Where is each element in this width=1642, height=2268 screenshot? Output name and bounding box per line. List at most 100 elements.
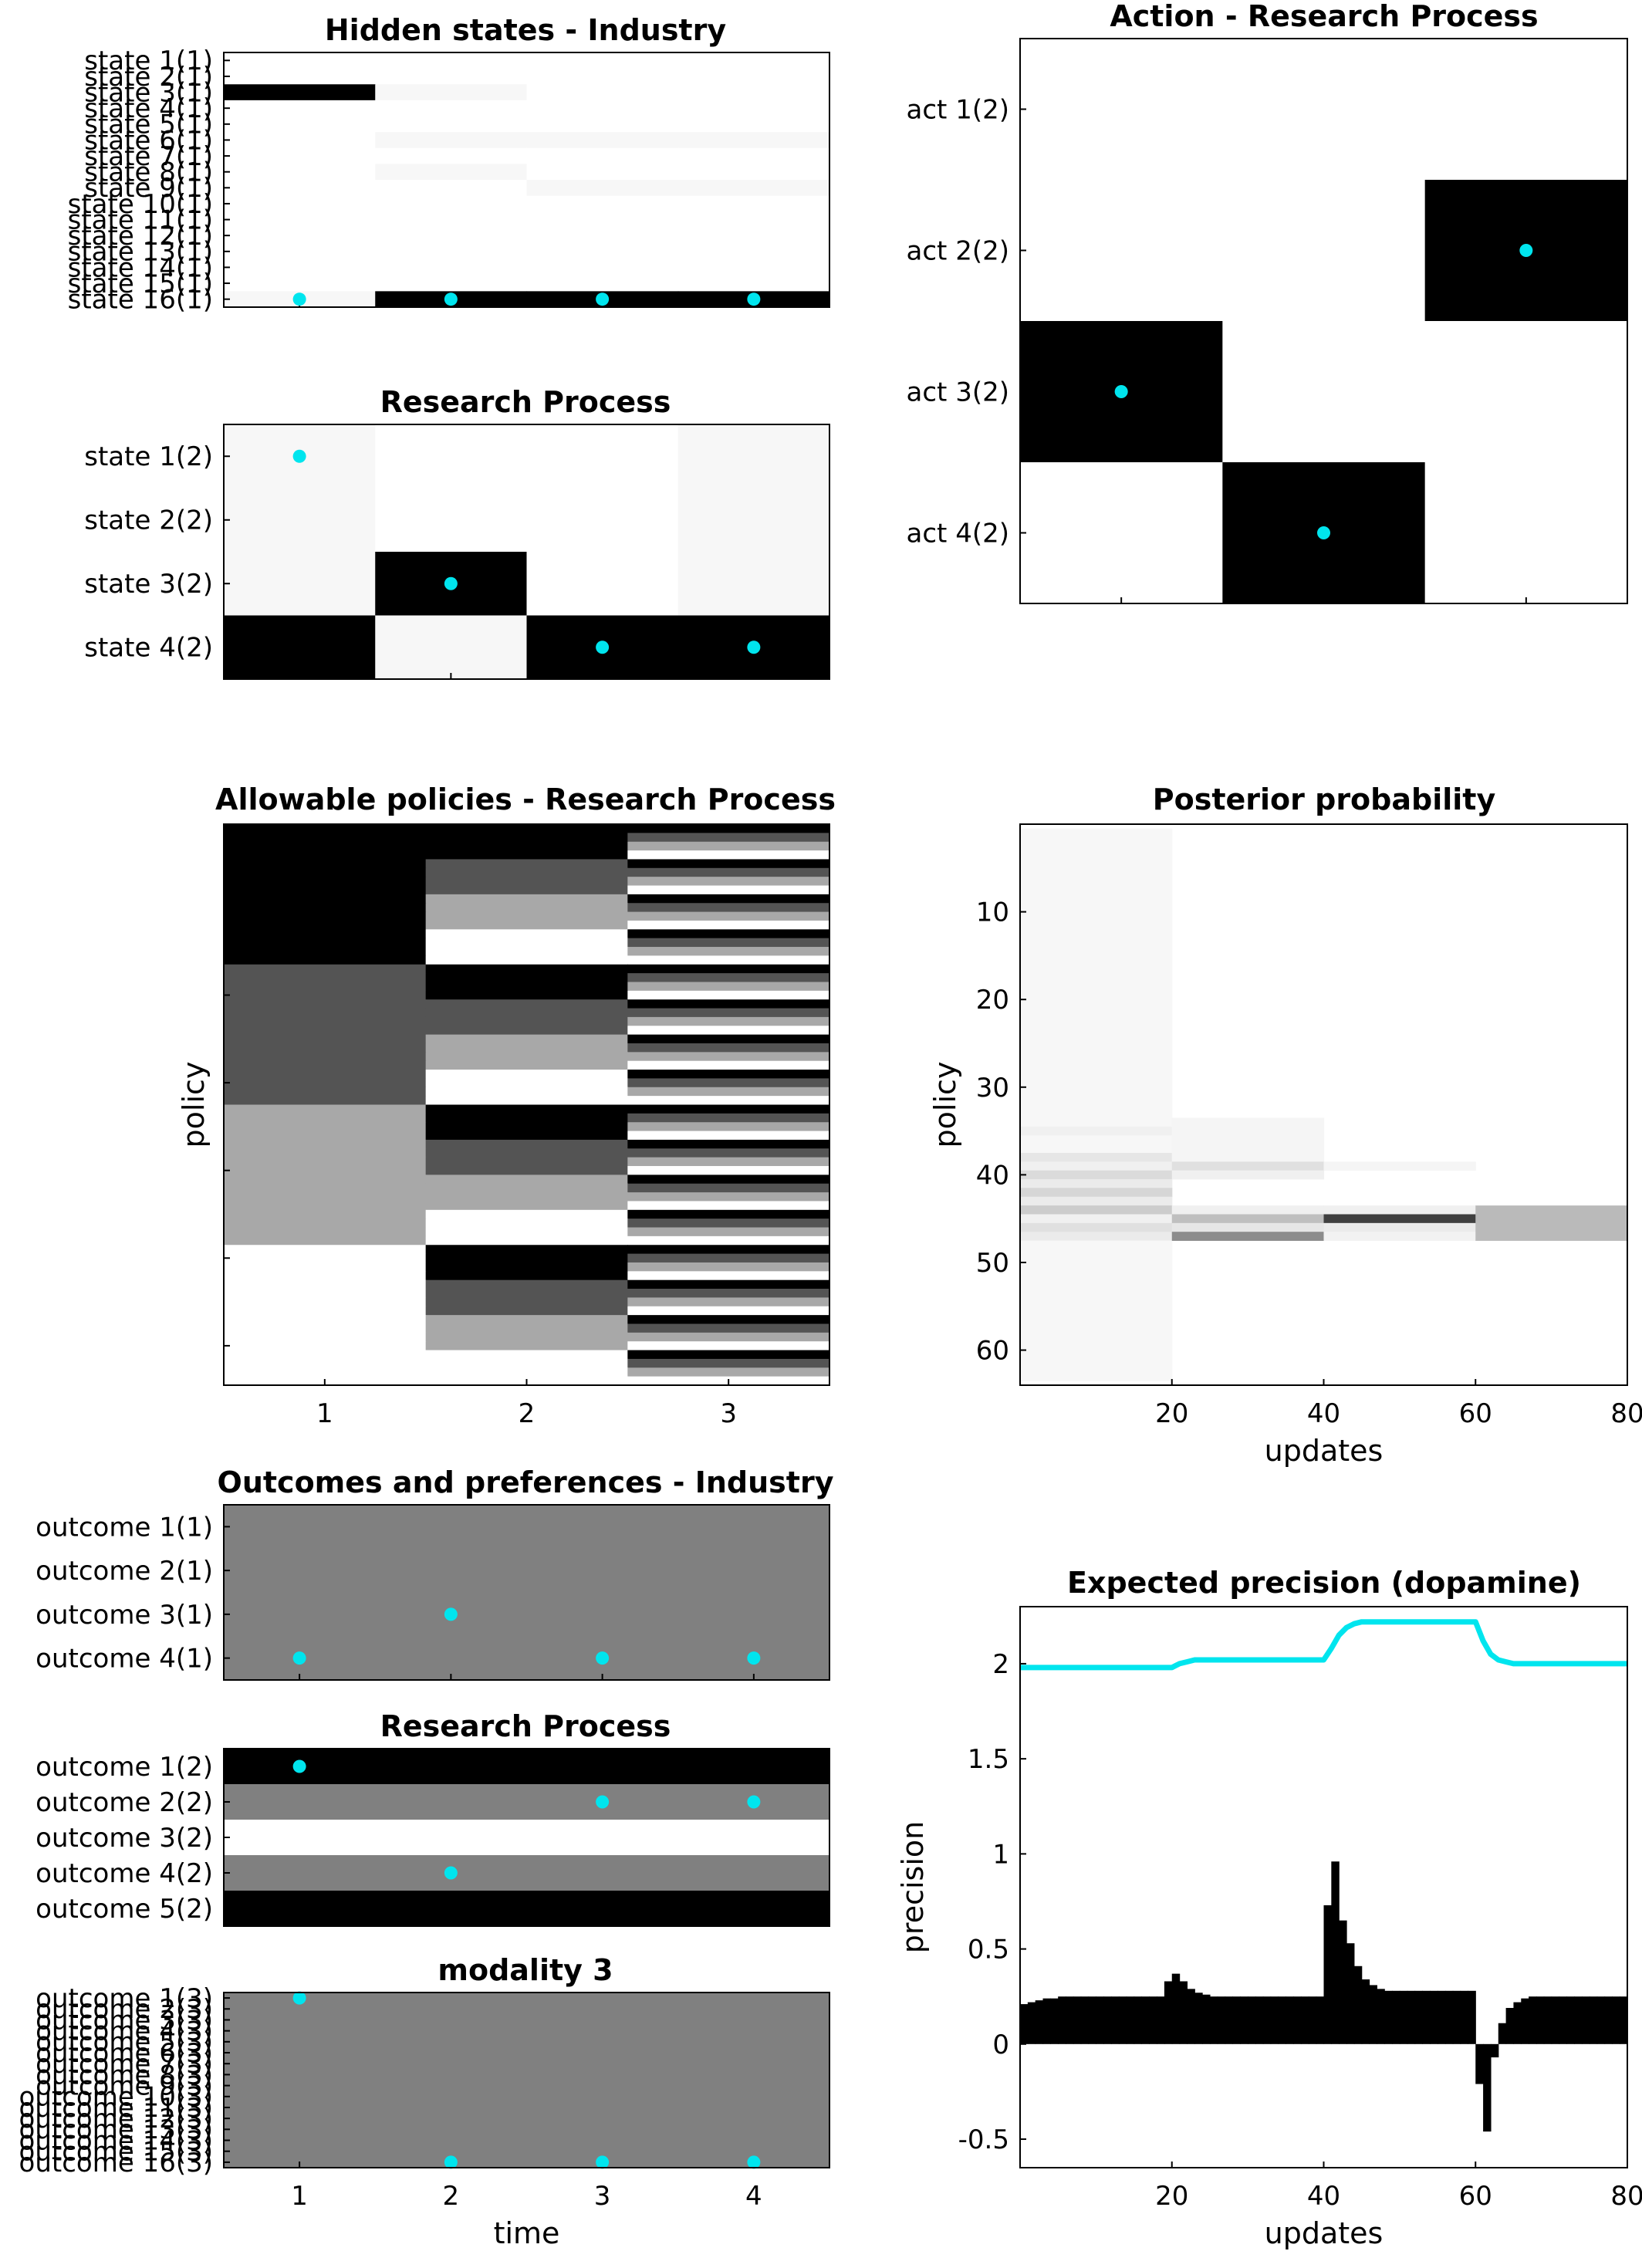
policy-cell xyxy=(627,894,830,904)
observed-outcome-marker xyxy=(292,1759,306,1773)
heatmap-cell xyxy=(526,2047,679,2059)
policy-cell xyxy=(425,1271,628,1281)
dopamine-bar xyxy=(1620,1996,1628,2044)
heatmap-cell xyxy=(375,132,528,149)
heatmap-cell xyxy=(375,195,528,212)
heatmap-cell xyxy=(677,132,830,149)
policy-cell xyxy=(425,999,628,1009)
title-outcomes-research: Research Process xyxy=(380,1709,671,1743)
policy-cell xyxy=(224,850,427,860)
heatmap-cell xyxy=(677,164,830,181)
heatmap-cell xyxy=(375,2124,528,2136)
panel-outcomes-industry: outcome 1(1) outcome 2(1) outcome 3(1) outc… xyxy=(35,1504,830,1681)
dopamine-bar xyxy=(1581,1996,1590,2044)
dopamine-bar xyxy=(1164,1981,1173,2044)
heatmap-cell xyxy=(375,2080,528,2092)
y-tick-label: state 6(1) xyxy=(84,125,213,156)
policy-cell xyxy=(425,1087,628,1097)
policy-cell xyxy=(627,1201,830,1211)
x-tick-label: 20 xyxy=(1155,2181,1188,2212)
heatmap-cell xyxy=(224,2025,376,2037)
heatmap-cell xyxy=(526,195,679,212)
dopamine-bar xyxy=(1171,1973,1181,2044)
observed-outcome-marker xyxy=(444,1607,458,1621)
policy-cell xyxy=(224,1026,427,1036)
dopamine-bar xyxy=(1490,2043,1499,2058)
policy-cell xyxy=(425,1026,628,1036)
heatmap-cell xyxy=(375,2047,528,2059)
heatmap-cell xyxy=(375,147,528,164)
policy-cell xyxy=(425,877,628,887)
heatmap-cell xyxy=(375,2025,528,2037)
dopamine-bar xyxy=(1316,1996,1325,2044)
y-tick-label: 1 xyxy=(992,1839,1009,1870)
heatmap-cell xyxy=(526,1749,679,1785)
heatmap-cell xyxy=(224,132,376,149)
policy-cell xyxy=(425,1016,628,1026)
axes-frame xyxy=(223,823,830,1386)
policy-cell xyxy=(224,1166,427,1175)
posterior-cell xyxy=(1475,1205,1628,1241)
y-tick-label: state 3(1) xyxy=(84,77,213,108)
heatmap-cell xyxy=(526,116,679,133)
dopamine-bar xyxy=(1255,1996,1264,2044)
y-tick-label: state 4(1) xyxy=(84,93,213,124)
policy-cell xyxy=(627,1113,830,1123)
policy-cell xyxy=(627,911,830,921)
observed-outcome-marker xyxy=(444,2155,458,2169)
axes-frame xyxy=(223,1992,830,2168)
y-tick-label: outcome 16(3) xyxy=(19,2148,213,2178)
dopamine-bar xyxy=(1346,1943,1355,2044)
heatmap-cell xyxy=(526,2101,679,2114)
true-state-marker xyxy=(444,576,458,590)
heatmap-cell xyxy=(224,2036,376,2048)
heatmap-cell xyxy=(526,164,679,181)
policy-cell xyxy=(627,1279,830,1289)
policy-cell xyxy=(627,1052,830,1062)
heatmap-cell xyxy=(224,2080,376,2092)
title-precision: Expected precision (dopamine) xyxy=(1067,1566,1581,1600)
heatmap-cell xyxy=(375,116,528,133)
policy-cell xyxy=(224,1087,427,1097)
policy-cell xyxy=(627,1306,830,1316)
heatmap-cell xyxy=(526,180,679,197)
dopamine-bar xyxy=(1513,2002,1522,2044)
dopamine-bar xyxy=(1543,1996,1552,2044)
dopamine-bar xyxy=(1270,1996,1279,2044)
policy-cell xyxy=(425,1192,628,1202)
policy-cell xyxy=(627,1262,830,1272)
policy-cell xyxy=(627,1358,830,1368)
y-tick-label: 2 xyxy=(992,1649,1009,1680)
y-tick-label: outcome 14(3) xyxy=(19,2125,213,2156)
policy-cell xyxy=(627,1219,830,1229)
dopamine-bar xyxy=(1262,1996,1272,2044)
heatmap-cell xyxy=(224,2047,376,2059)
heatmap-cell xyxy=(375,52,528,69)
heatmap-cell xyxy=(526,52,679,69)
y-tick-label: outcome 1(3) xyxy=(35,1983,213,2014)
y-tick-label: 30 xyxy=(976,1073,1009,1104)
heatmap-cell xyxy=(526,147,679,164)
policy-cell xyxy=(224,1253,427,1263)
heatmap-cell xyxy=(224,2069,376,2081)
heatmap-cell xyxy=(224,1820,376,1856)
x-tick-label: 60 xyxy=(1459,2181,1492,2212)
policy-cell xyxy=(627,903,830,913)
policy-cell xyxy=(627,982,830,992)
policy-cell xyxy=(627,1034,830,1044)
policy-cell xyxy=(425,1122,628,1132)
panel-allowable-policies: 1 2 3 policy xyxy=(177,823,830,1429)
policy-cell xyxy=(425,964,628,974)
y-tick-label: outcome 10(3) xyxy=(19,2082,213,2113)
policy-cell xyxy=(627,1323,830,1333)
policy-cell xyxy=(425,859,628,869)
heatmap-cell xyxy=(677,2069,830,2081)
x-tick-label: 3 xyxy=(594,2181,611,2212)
dopamine-bar xyxy=(1058,1996,1066,2044)
heatmap-cell xyxy=(224,2003,376,2015)
dopamine-bar xyxy=(1521,1998,1529,2044)
policy-cell xyxy=(425,1139,628,1149)
policy-cell xyxy=(224,990,427,1000)
heatmap-cell xyxy=(677,1820,830,1856)
dopamine-bar xyxy=(1430,1990,1438,2044)
